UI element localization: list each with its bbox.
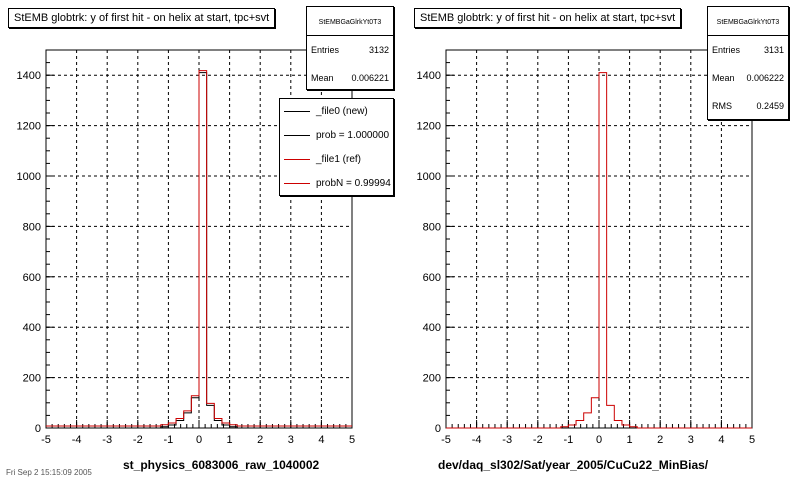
left-histogram-series	[46, 70, 352, 427]
right-x-tick-label: -5	[441, 434, 451, 446]
left-y-tick-label: 600	[23, 272, 41, 284]
right-x-tick-label: -4	[472, 434, 482, 446]
left-stats-entries-label: Entries	[311, 45, 340, 55]
left-stats-mean-row: Mean 0.006221	[307, 64, 393, 92]
left-y-tick-label: 400	[23, 322, 41, 334]
legend-label: probN = 0.99994	[316, 177, 391, 189]
legend-label: prob = 1.000000	[316, 129, 390, 141]
left-plot-title: StEMB globtrk: y of first hit - on helix…	[8, 8, 276, 28]
legend-label: _file0 (new)	[316, 105, 368, 117]
left-legend: _file0 (new) prob = 1.000000 _file1 (ref…	[279, 98, 394, 196]
right-stats-rms-label: RMS	[712, 101, 732, 111]
left-x-tick-label: 5	[349, 434, 355, 446]
legend-label: _file1 (ref)	[316, 153, 362, 165]
right-stats-title: StEMBGaGlrkYt0T3	[708, 7, 788, 36]
left-stats-mean-label: Mean	[311, 73, 334, 83]
left-y-tick-label: 1000	[17, 171, 41, 183]
left-x-tick-label: 0	[196, 434, 202, 446]
left-y-tick-label: 200	[23, 373, 41, 385]
right-y-tick-label: 1200	[417, 121, 441, 133]
right-x-tick-label: 1	[627, 434, 633, 446]
left-x-axis-label: st_physics_6083006_raw_1040002	[123, 458, 320, 472]
left-x-tick-label: 1	[227, 434, 233, 446]
right-stats-rms-value: 0.2459	[756, 101, 784, 111]
right-y-tick-label: 1000	[417, 171, 441, 183]
right-x-tick-label: 0	[596, 434, 602, 446]
right-y-tick-label: 0	[435, 423, 441, 435]
right-x-tick-label: -2	[533, 434, 543, 446]
right-x-tick-label: 2	[657, 434, 663, 446]
right-y-tick-label: 600	[423, 272, 441, 284]
left-stats-box: StEMBGaGlrkYt0T3 Entries 3132 Mean 0.006…	[306, 6, 394, 90]
right-plot-title: StEMB globtrk: y of first hit - on helix…	[414, 8, 682, 28]
right-x-tick-label: 5	[749, 434, 755, 446]
left-x-tick-label: 3	[288, 434, 294, 446]
right-x-axis-label: dev/daq_sl302/Sat/year_2005/CuCu22_MinBi…	[438, 458, 709, 472]
footer-timestamp: Fri Sep 2 15:15:09 2005	[6, 468, 92, 477]
right-y-tick-label: 1400	[417, 70, 441, 82]
left-stats-title: StEMBGaGlrkYt0T3	[307, 7, 393, 36]
left-x-tick-label: -4	[72, 434, 82, 446]
right-y-tick-label: 800	[423, 221, 441, 233]
right-x-tick-label: -3	[502, 434, 512, 446]
left-x-tick-label: -3	[102, 434, 112, 446]
right-x-tick-label: 3	[688, 434, 694, 446]
left-y-tick-label: 800	[23, 221, 41, 233]
left-stats-mean-value: 0.006221	[351, 73, 389, 83]
right-stats-mean-label: Mean	[712, 73, 735, 83]
left-x-tick-label: -2	[133, 434, 143, 446]
left-x-tick-label: 2	[257, 434, 263, 446]
right-x-tick-label: 4	[718, 434, 724, 446]
legend-entry: _file0 (new)	[280, 99, 393, 123]
legend-entry: probN = 0.99994	[280, 171, 393, 195]
right-stats-box: StEMBGaGlrkYt0T3 Entries 3131 Mean 0.006…	[707, 6, 789, 120]
right-x-tick-label: -1	[564, 434, 574, 446]
legend-entry: _file1 (ref)	[280, 147, 393, 171]
right-y-tick-label: 400	[423, 322, 441, 334]
left-x-tick-label: -5	[41, 434, 51, 446]
left-y-tick-label: 1200	[17, 121, 41, 133]
right-stats-entries-row: Entries 3131	[708, 36, 788, 64]
right-stats-entries-value: 3131	[763, 45, 784, 55]
left-x-tick-label: 4	[318, 434, 324, 446]
left-x-tick-label: -1	[164, 434, 174, 446]
left-stats-entries-row: Entries 3132	[307, 36, 393, 64]
right-stats-mean-value: 0.006222	[746, 73, 784, 83]
legend-entry: prob = 1.000000	[280, 123, 393, 147]
left-y-tick-label: 0	[35, 423, 41, 435]
left-y-tick-label: 1400	[17, 70, 41, 82]
right-stats-entries-label: Entries	[712, 45, 741, 55]
right-stats-mean-row: Mean 0.006222	[708, 64, 788, 92]
right-stats-rms-row: RMS 0.2459	[708, 92, 788, 120]
left-stats-entries-value: 3132	[368, 45, 389, 55]
right-y-tick-label: 200	[423, 373, 441, 385]
right-histogram-series	[446, 72, 752, 429]
